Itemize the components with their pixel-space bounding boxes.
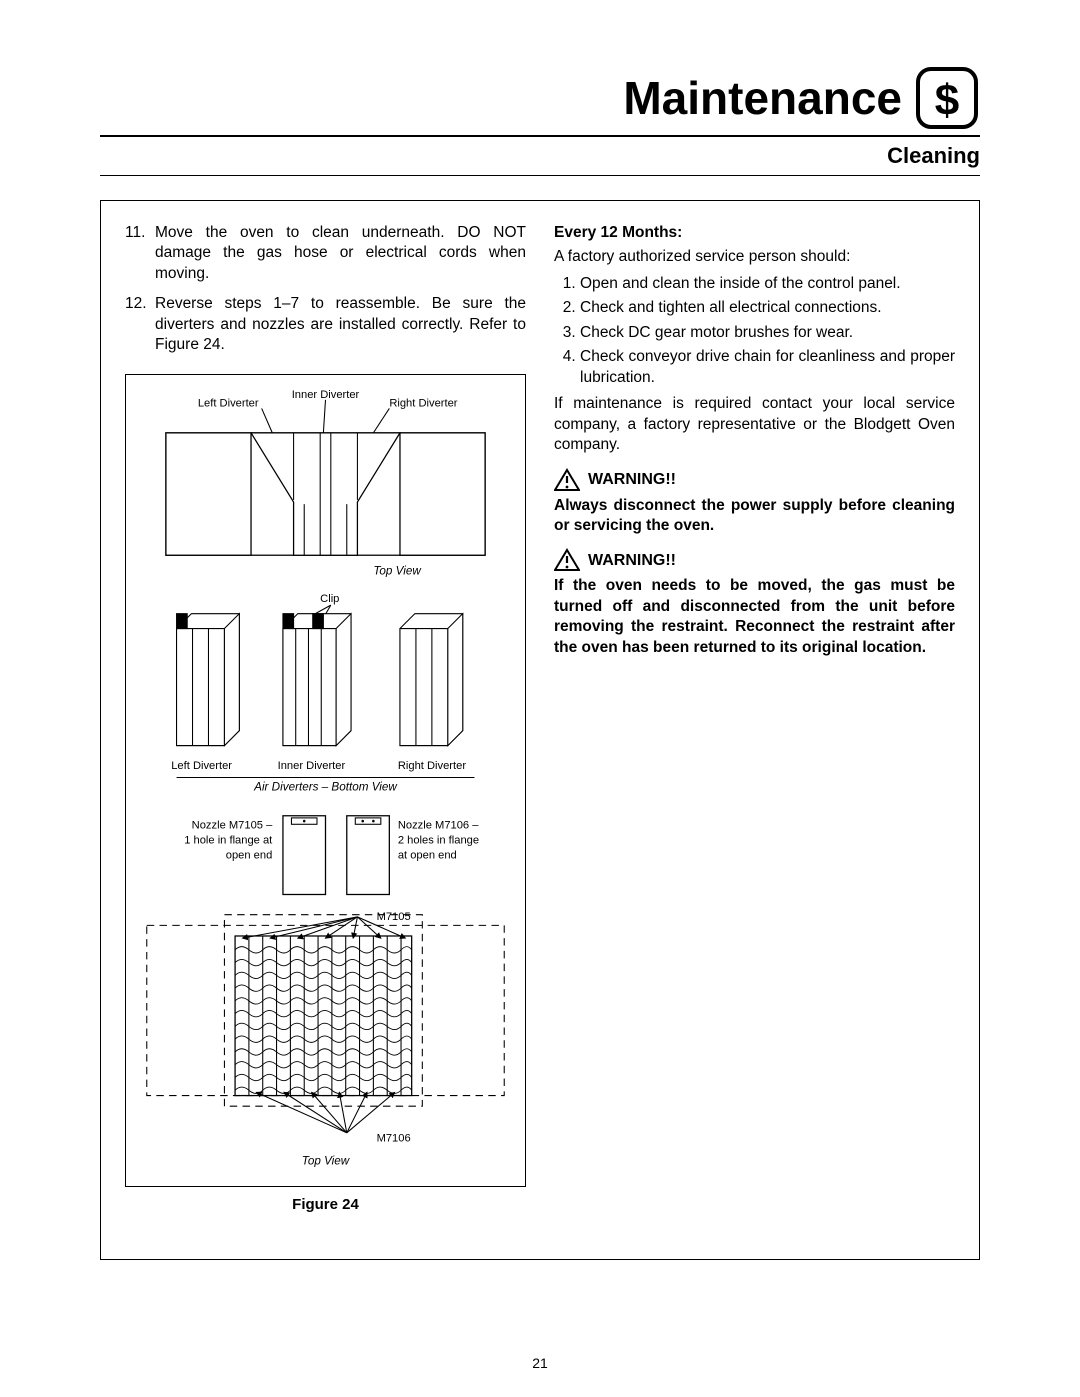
label-nozzle-b: Nozzle M7106 –: [398, 820, 479, 832]
every-12-title: Every 12 Months:: [554, 223, 955, 243]
label-nozzle-a: Nozzle M7105 –: [192, 820, 273, 832]
page-number: 21: [0, 1355, 1080, 1371]
step-12: 12. Reverse steps 1–7 to reassemble. Be …: [125, 294, 526, 355]
label-top-view-2: Top View: [302, 1155, 351, 1168]
label-air-div-bottom: Air Diverters – Bottom View: [253, 780, 398, 793]
label-m7106: M7106: [377, 1133, 411, 1145]
label-clip: Clip: [320, 593, 339, 605]
label-left-diverter: Left Diverter: [198, 397, 259, 409]
label-left-diverter-2: Left Diverter: [171, 760, 232, 772]
diverter-bottom-view-diagram: Clip: [134, 586, 517, 799]
warning-2-header: WARNING!!: [554, 548, 955, 572]
step-11: 11. Move the oven to clean underneath. D…: [125, 223, 526, 284]
warning-1-header: WARNING!!: [554, 468, 955, 492]
figure-caption: Figure 24: [125, 1195, 526, 1215]
subtitle: Cleaning: [100, 137, 980, 176]
svg-text:1 hole in flange at: 1 hole in flange at: [184, 835, 273, 847]
label-right-diverter: Right Diverter: [389, 397, 457, 409]
label-m7105: M7105: [377, 911, 411, 923]
step-list: 11. Move the oven to clean underneath. D…: [125, 223, 526, 356]
warning-icon: [554, 468, 580, 492]
page-header: Maintenance $ Cleaning: [100, 65, 980, 176]
warning-label: WARNING!!: [588, 469, 676, 490]
warning-icon: [554, 548, 580, 572]
left-column: 11. Move the oven to clean underneath. D…: [125, 223, 526, 1215]
warning-2-body: If the oven needs to be moved, the gas m…: [554, 576, 955, 658]
label-inner-diverter-2: Inner Diverter: [278, 760, 346, 772]
list-item: Check and tighten all electrical connect…: [580, 298, 955, 318]
svg-text:at open end: at open end: [398, 850, 457, 862]
intro-text: A factory authorized service person shou…: [554, 247, 955, 267]
diverter-top-view-diagram: Left Diverter Inner Diverter Right Diver…: [134, 385, 517, 582]
label-right-diverter-2: Right Diverter: [398, 760, 466, 772]
right-column: Every 12 Months: A factory authorized se…: [554, 223, 955, 1215]
svg-text:2 holes in flange: 2 holes in flange: [398, 835, 479, 847]
svg-text:$: $: [935, 76, 959, 125]
label-inner-diverter: Inner Diverter: [292, 388, 360, 400]
warning-1-body: Always disconnect the power supply befor…: [554, 496, 955, 537]
list-item: Check conveyor drive chain for cleanline…: [580, 347, 955, 388]
svg-text:open end: open end: [226, 850, 273, 862]
main-title: Maintenance: [623, 71, 902, 125]
content-frame: 11. Move the oven to clean underneath. D…: [100, 200, 980, 1260]
label-top-view-1: Top View: [373, 564, 422, 577]
figure-24: Left Diverter Inner Diverter Right Diver…: [125, 374, 526, 1187]
list-item: Check DC gear motor brushes for wear.: [580, 323, 955, 343]
warning-label: WARNING!!: [588, 550, 676, 571]
nozzle-layout-diagram: Nozzle M7105 – 1 hole in flange at open …: [134, 803, 517, 1175]
annual-service-list: Open and clean the inside of the control…: [554, 274, 955, 388]
manual-section-icon: $: [914, 65, 980, 131]
list-item: Open and clean the inside of the control…: [580, 274, 955, 294]
maintenance-contact: If maintenance is required contact your …: [554, 394, 955, 455]
